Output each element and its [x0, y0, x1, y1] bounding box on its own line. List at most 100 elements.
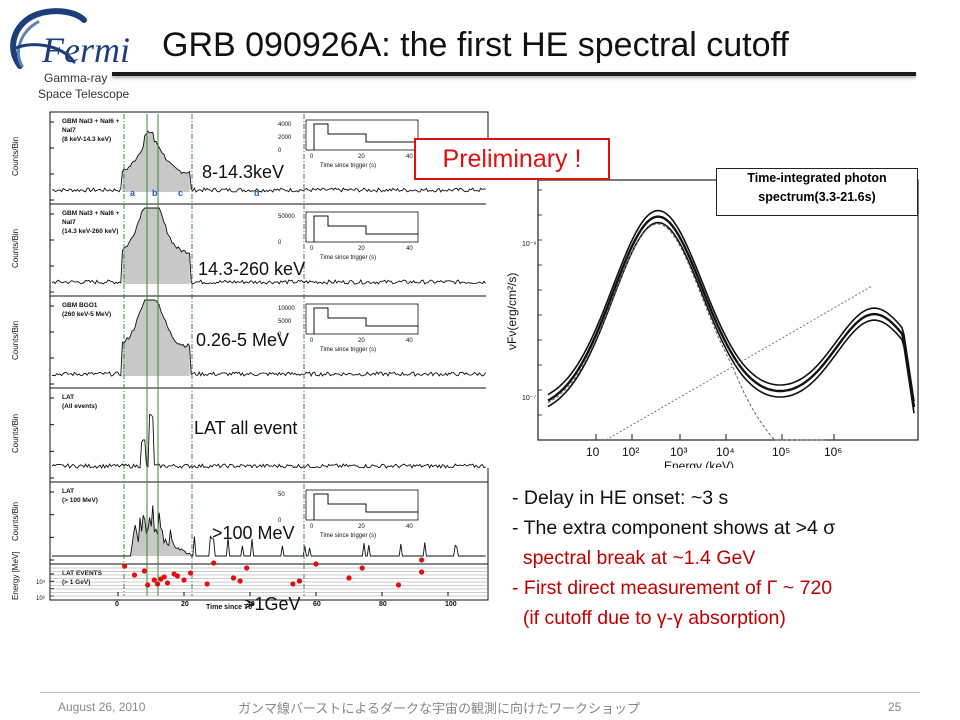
inset-y-tick-label: 0 — [278, 518, 282, 524]
panel-legend-line: (14.3 keV-260 keV) — [62, 228, 118, 235]
high-energy-event-dot — [359, 565, 365, 571]
inset-y-tick-label: 2000 — [278, 135, 292, 141]
inset-x-tick-label: 40 — [406, 154, 413, 160]
energy-y-tick-label: 10³ — [36, 596, 45, 602]
x-tick-label: 0 — [115, 601, 119, 608]
inset-y-tick-label: 0 — [278, 148, 282, 154]
burst-fill — [122, 208, 190, 284]
panel-y-axis-label: Counts/Bin — [11, 414, 20, 453]
inset-frame — [305, 489, 419, 521]
panel-label-5: >100 MeV — [212, 523, 295, 543]
high-energy-event-dot — [181, 577, 187, 583]
inset-step — [313, 307, 418, 334]
interval-letter: d — [254, 188, 260, 198]
logo-wordmark: Fermi — [41, 30, 130, 70]
panel-legend-line: GBM NaI3 + NaI6 + — [62, 118, 120, 125]
panel-legend-line: (8 keV-14.3 keV) — [62, 136, 111, 143]
preliminary-banner: Preliminary ! — [414, 138, 610, 180]
inset-x-tick-label: 0 — [310, 524, 314, 530]
inset-x-tick-label: 40 — [406, 338, 413, 344]
bullet-5: (if cutoff due to γ-γ absorption) — [512, 607, 786, 629]
panel-legend-line: LAT — [62, 394, 74, 401]
high-energy-event-dot — [313, 561, 319, 567]
panel-legend-line: LAT — [62, 488, 74, 495]
inset-x-tick-label: 20 — [358, 524, 365, 530]
lightcurve-panel-1: Counts/Bin GBM NaI3 + NaI6 + NaI7 (8 keV-14… — [11, 111, 489, 205]
inset-y-tick-label: 5000 — [278, 319, 292, 325]
spectrum-model-curve — [547, 221, 915, 414]
spectrum-y-axis-label: νFν(erg/cm²/s) — [505, 273, 519, 350]
title-underline — [112, 72, 916, 76]
footer-date: August 26, 2010 — [58, 700, 146, 714]
panel-y-axis-label: Counts/Bin — [11, 502, 20, 541]
inset-y-tick-label: 4000 — [278, 122, 292, 128]
high-energy-event-dot — [211, 560, 217, 566]
inset-frame — [305, 303, 419, 335]
panel-legend-line: NaI7 — [62, 219, 76, 226]
inset-y-tick-label: 10000 — [278, 306, 295, 312]
inset-x-tick-label: 20 — [358, 154, 365, 160]
x-tick-label: 80 — [379, 601, 387, 608]
high-energy-event-dot — [237, 578, 243, 584]
burst-fill — [122, 300, 190, 376]
inset-x-axis-label: Time since trigger (s) — [320, 347, 376, 353]
high-energy-event-dot — [151, 577, 157, 583]
high-energy-event-dot — [164, 580, 171, 586]
x-tick-label: 60 — [313, 601, 321, 608]
panel-y-axis-label: Energy [MeV] — [11, 552, 20, 600]
logo-subline-2: Space Telescope — [38, 87, 130, 101]
band-component-curve — [547, 223, 826, 441]
powerlaw-component-line — [605, 285, 873, 441]
bullet-3: spectral break at ~1.4 GeV — [512, 547, 756, 569]
panel-legend-line: (All events) — [62, 403, 97, 410]
spectrum-x-tick-label: 10³ — [670, 445, 687, 459]
inset-x-axis-label: Time since trigger (s) — [320, 163, 376, 169]
inset-y-tick-label: 50 — [278, 492, 285, 498]
panel-legend-line: (> 100 MeV) — [62, 497, 98, 504]
inset-x-axis-label: Time since trigger (s) — [320, 255, 376, 261]
high-energy-event-dot — [395, 582, 402, 588]
inset-y-tick-label: 0 — [278, 332, 282, 338]
panel-legend-line: LAT EVENTS — [62, 570, 103, 577]
panel-label-3: 0.26-5 MeV — [196, 330, 290, 350]
inset-frame — [305, 211, 419, 243]
energy-y-tick-label: 10⁴ — [36, 579, 46, 586]
spectrum-caption-box: Time-integrated photon spectrum(3.3-21.6… — [716, 168, 918, 216]
lightcurve-panel-3: Counts/Bin GBM BGO1 (260 keV-5 MeV) 10000 50… — [11, 295, 489, 389]
burst-fill — [122, 131, 190, 192]
lightcurve-panel-2: Counts/Bin GBM NaI3 + NaI6 + NaI7 (14.3 keV… — [11, 203, 489, 297]
spectrum-y-tick-label: 10⁻⁷ — [522, 395, 536, 402]
spectrum-model-curve — [547, 209, 915, 402]
spectrum-x-tick-label: 10² — [622, 445, 639, 459]
inset-x-tick-label: 40 — [406, 524, 413, 530]
high-energy-event-dot — [131, 572, 138, 578]
high-energy-event-dot — [244, 565, 250, 571]
bullet-2: - The extra component shows at >4 σ — [512, 517, 836, 539]
inset-x-axis-label: Time since trigger (s) — [320, 533, 376, 539]
x-tick-label: 20 — [181, 601, 189, 608]
high-energy-event-dot — [174, 573, 180, 579]
spectrum-frame — [537, 179, 919, 441]
high-energy-event-dot — [290, 581, 296, 587]
high-energy-event-dot — [188, 570, 194, 576]
panel-legend-line: GBM BGO1 — [62, 302, 98, 309]
footer-workshop: ガンマ線バーストによるダークな宇宙の観測に向けたワークショップ — [238, 701, 640, 716]
interval-letter: c — [178, 188, 183, 198]
panel-label-1: 8-14.3keV — [202, 162, 285, 182]
spectrum-figure: νFν(erg/cm²/s) 10⁻⁶ 10⁻⁷ 10 10² 10³ 10⁴ 10⁵ 10⁶ E… — [486, 150, 924, 473]
high-energy-event-dot — [141, 568, 147, 574]
spectrum-x-tick-label: 10⁶ — [824, 445, 842, 459]
inset-y-tick-label: 0 — [278, 240, 282, 246]
spectrum-model-curve — [547, 215, 916, 408]
panel-y-axis-label: Counts/Bin — [11, 229, 20, 268]
inset-x-tick-label: 20 — [358, 246, 365, 252]
inset-x-tick-label: 40 — [406, 246, 413, 252]
bullet-1: - Delay in HE onset: ~3 s — [512, 487, 729, 509]
inset-x-tick-label: 0 — [310, 338, 314, 344]
inset-step — [313, 123, 418, 150]
high-energy-event-dot — [122, 563, 128, 569]
spectrum-x-tick-label: 10⁵ — [772, 445, 790, 459]
high-energy-event-dot — [145, 582, 151, 588]
high-energy-event-dot — [346, 575, 352, 581]
inset-frame — [305, 119, 419, 151]
